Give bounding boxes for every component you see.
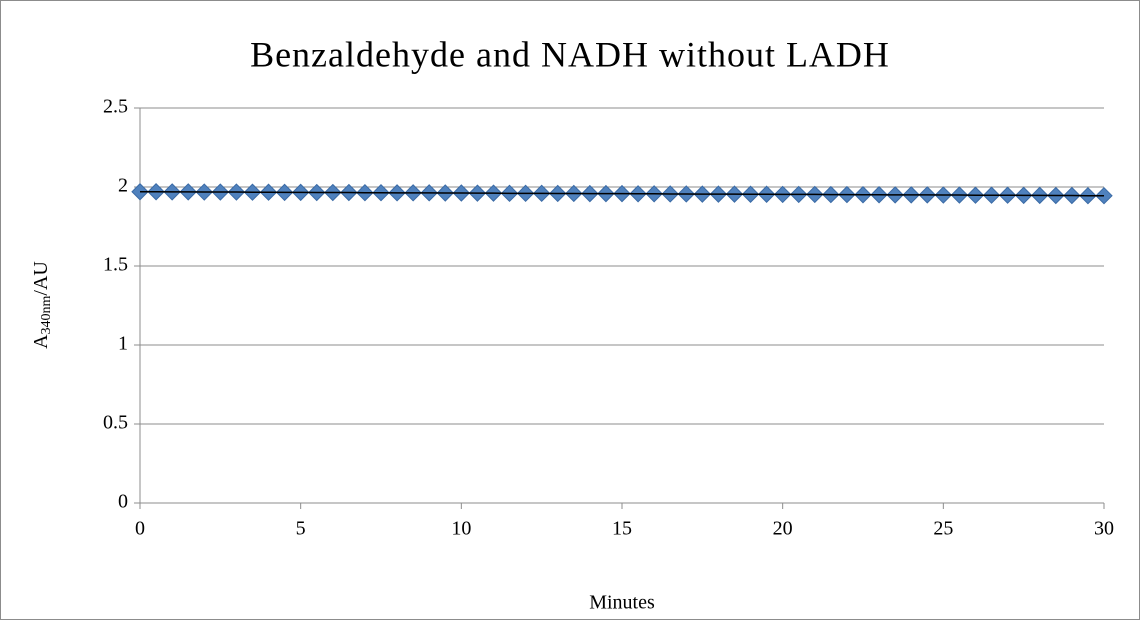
- x-tick-label: 0: [135, 518, 145, 540]
- y-tick-label: 1.5: [103, 254, 128, 276]
- y-label-main: A: [30, 334, 52, 349]
- y-tick-label: 0.5: [103, 412, 128, 434]
- y-label-sub: 340nm: [39, 295, 54, 334]
- y-tick-label: 2: [118, 175, 128, 197]
- series-line: [140, 190, 1104, 197]
- y-tick-label: 1: [118, 333, 128, 355]
- x-tick-label: 10: [451, 518, 471, 540]
- x-tick-label: 20: [773, 518, 793, 540]
- y-tick-label: 2.5: [103, 96, 128, 118]
- x-tick-label: 5: [296, 518, 306, 540]
- x-tick-label: 25: [933, 518, 953, 540]
- y-tick-label: 0: [118, 491, 128, 513]
- x-tick-label: 30: [1094, 518, 1114, 540]
- chart-title: Benzaldehyde and NADH without LADH: [250, 34, 890, 74]
- y-axis-label: A340nm/AU: [30, 261, 55, 349]
- x-tick-label: 15: [612, 518, 632, 540]
- x-axis-label: Minutes: [589, 592, 655, 614]
- y-label-unit: /AU: [30, 261, 52, 296]
